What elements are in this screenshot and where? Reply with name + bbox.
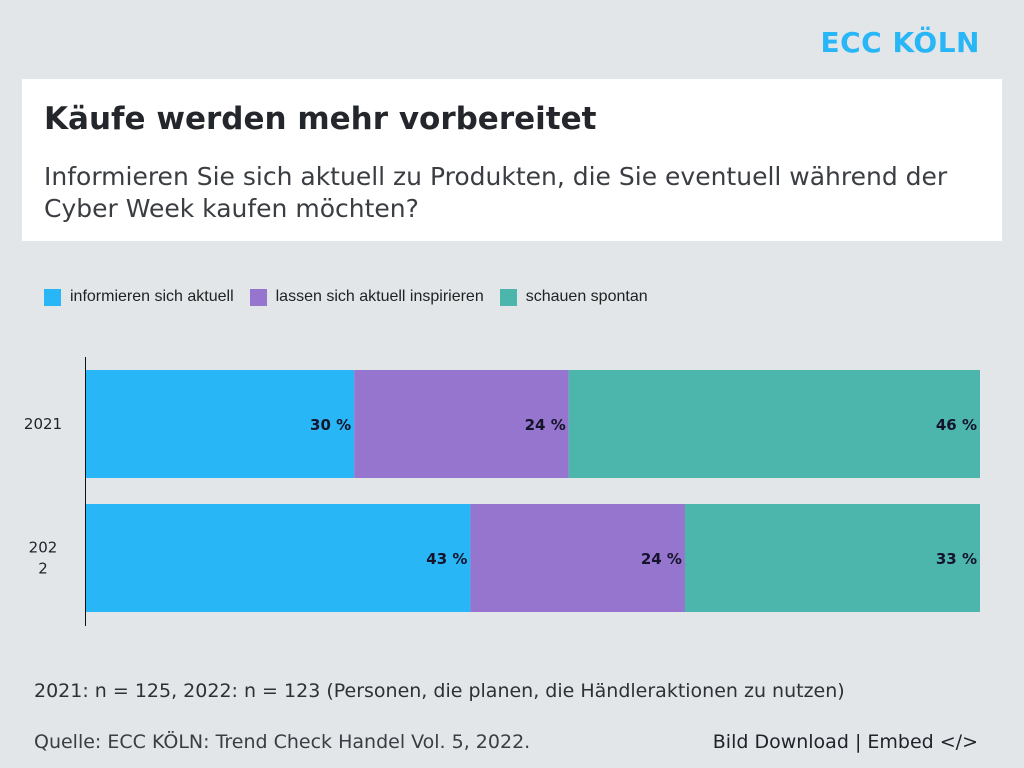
bar-segment xyxy=(470,504,685,612)
bar-segment xyxy=(354,370,569,478)
legend-item-informieren: informieren sich aktuell xyxy=(44,288,234,306)
data-label: 33 % xyxy=(936,550,977,568)
legend-label: informieren sich aktuell xyxy=(70,288,234,305)
data-label: 24 % xyxy=(641,550,682,568)
link-separator: | xyxy=(854,731,862,753)
legend-label: lassen sich aktuell inspirieren xyxy=(275,288,484,305)
data-label: 30 % xyxy=(310,416,351,434)
sample-size-note: 2021: n = 125, 2022: n = 123 (Personen, … xyxy=(34,680,845,702)
bar-segment xyxy=(86,504,471,612)
bar-segment xyxy=(568,370,980,478)
data-label: 24 % xyxy=(525,416,566,434)
bar-segment xyxy=(86,370,355,478)
legend-swatch xyxy=(249,288,267,306)
legend-label: schauen spontan xyxy=(525,288,648,305)
data-label: 43 % xyxy=(426,550,467,568)
embed-link[interactable]: Embed </> xyxy=(867,731,978,753)
y-tick-label: 2021 xyxy=(24,415,62,433)
footer-links: Bild Download | Embed </> xyxy=(713,731,978,753)
data-label: 46 % xyxy=(936,416,977,434)
brand-logo: ECC KÖLN xyxy=(820,26,980,59)
legend-swatch xyxy=(499,288,517,306)
legend-item-spontan: schauen spontan xyxy=(499,288,648,306)
y-tick-label: 202 2 xyxy=(29,539,58,578)
legend-item-inspirieren: lassen sich aktuell inspirieren xyxy=(249,288,484,306)
bar-segment xyxy=(684,504,980,612)
image-download-link[interactable]: Bild Download xyxy=(712,731,849,753)
chart-subtitle: Informieren Sie sich aktuell zu Produkte… xyxy=(44,162,948,223)
source-note: Quelle: ECC KÖLN: Trend Check Handel Vol… xyxy=(34,731,531,753)
legend: informieren sich aktuell lassen sich akt… xyxy=(44,288,664,306)
chart-title: Käufe werden mehr vorbereitet xyxy=(44,101,597,137)
chart-header: Käufe werden mehr vorbereitet Informiere… xyxy=(22,79,1002,241)
legend-swatch xyxy=(44,288,61,306)
